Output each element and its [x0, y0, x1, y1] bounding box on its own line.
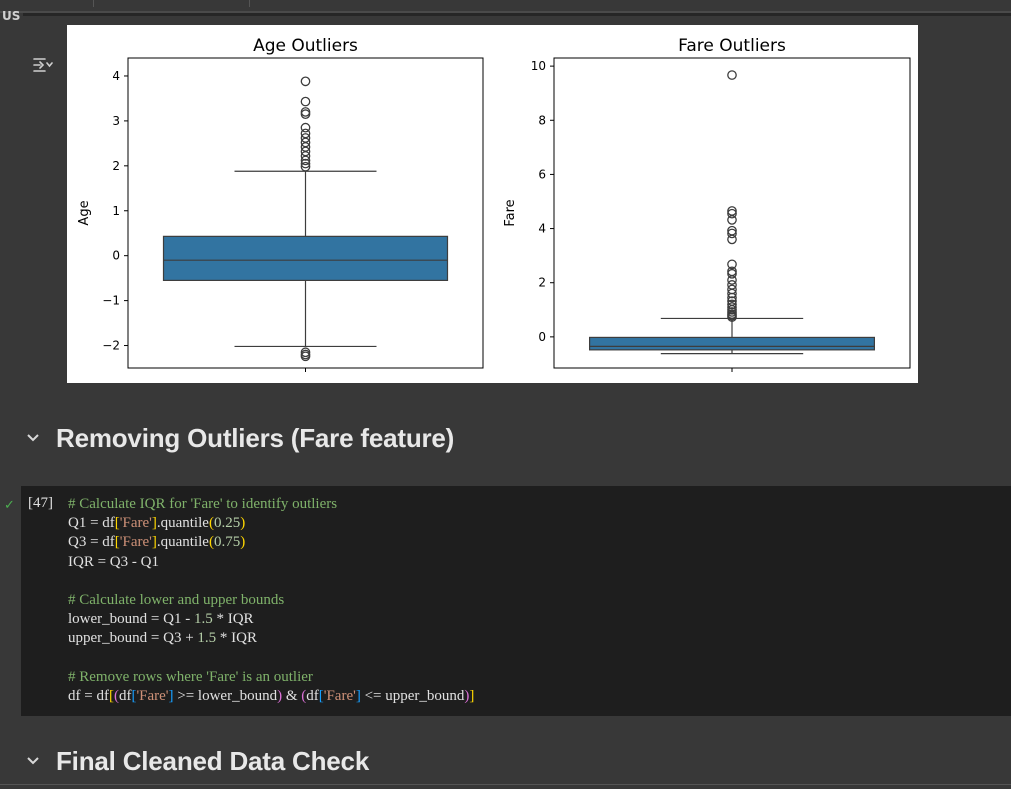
- outlier-point: [300, 161, 311, 172]
- code-editor[interactable]: # Calculate IQR for 'Fare' to identify o…: [68, 496, 475, 705]
- outlier-point: [300, 158, 311, 169]
- y-tick-label: 6: [538, 167, 546, 181]
- y-tick-label: −2: [102, 339, 120, 353]
- code-comment: # Remove rows where 'Fare' is an outlier: [68, 668, 313, 685]
- code-comment: # Calculate IQR for 'Fare' to identify o…: [68, 496, 338, 512]
- outlier-point: [300, 122, 311, 133]
- section-header-final-check[interactable]: Final Cleaned Data Check: [0, 739, 1011, 783]
- plot-frame: [127, 57, 484, 369]
- plot-frame: [553, 57, 911, 369]
- tab-separator: [93, 0, 94, 7]
- outlier-point: [727, 268, 737, 279]
- y-tick-label: 1: [112, 204, 120, 218]
- notebook-top-bar: [0, 0, 1011, 17]
- section-title: Removing Outliers (Fare feature): [56, 422, 455, 453]
- outlier-point: [300, 109, 311, 120]
- chevron-down-icon[interactable]: [22, 433, 44, 443]
- box-iqr: [588, 336, 875, 351]
- outlier-point: [727, 215, 737, 225]
- outlier-point: [727, 312, 737, 322]
- section-title: Final Cleaned Data Check: [56, 745, 370, 776]
- y-tick-label: 4: [112, 69, 120, 83]
- outlier-point: [727, 288, 737, 299]
- execution-count: [47]: [28, 495, 53, 511]
- outlier-point: [727, 275, 737, 285]
- code-cell[interactable]: [21, 486, 1011, 716]
- y-tick-label: 8: [538, 113, 546, 127]
- outlier-point: [727, 228, 737, 239]
- outlier-boxplot-figure: Age Outliers Age 4 3 2 1 0 −1 −2 Fare Outliers Far…: [67, 25, 918, 383]
- y-tick-label: 0: [112, 249, 120, 263]
- outlier-point: [727, 208, 737, 219]
- output-toggle-icon[interactable]: [31, 54, 53, 76]
- top-divider: [0, 11, 1011, 13]
- bottom-divider: [0, 784, 1011, 785]
- y-tick-label: 3: [112, 114, 120, 128]
- corner-label: US: [2, 9, 21, 23]
- outlier-point: [727, 292, 737, 303]
- y-tick-label: 0: [538, 330, 546, 344]
- y-tick-label: 4: [538, 222, 546, 236]
- cell-gutter: [0, 486, 21, 716]
- outlier-point: [300, 155, 311, 166]
- chart-title: Age Outliers: [253, 36, 358, 56]
- tab-separator: [249, 0, 250, 7]
- y-tick-label: 10: [531, 59, 546, 73]
- outlier-point: [727, 234, 737, 245]
- chart-title: Fare Outliers: [678, 36, 786, 56]
- section-header-removing-outliers[interactable]: Removing Outliers (Fare feature): [0, 416, 1011, 460]
- y-axis-label: Fare: [503, 199, 518, 226]
- outlier-point: [727, 259, 737, 270]
- outlier-point: [300, 96, 311, 107]
- y-tick-label: 2: [112, 159, 120, 173]
- outlier-point: [727, 299, 737, 310]
- top-divider-dark: [23, 13, 1011, 16]
- y-tick-label: −1: [102, 294, 120, 308]
- outlier-point: [300, 76, 311, 87]
- outlier-point: [300, 151, 311, 161]
- outlier-point: [727, 70, 737, 80]
- outlier-point: [300, 351, 311, 362]
- box-iqr: [162, 235, 449, 281]
- chevron-down-icon[interactable]: [22, 756, 44, 766]
- y-tick-label: 2: [538, 276, 546, 290]
- y-axis-label: Age: [77, 200, 92, 225]
- code-comment: # Calculate lower and upper bounds: [68, 592, 285, 609]
- run-status-check-icon: ✓: [4, 497, 15, 512]
